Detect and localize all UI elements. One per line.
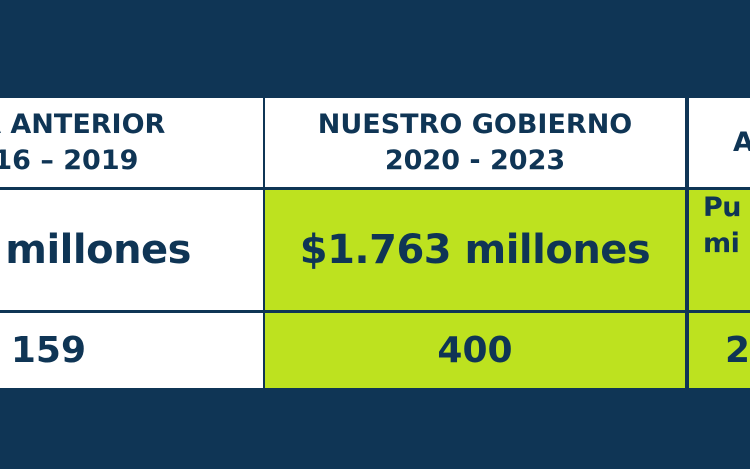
amount-line-2: mi — [703, 228, 740, 259]
amount-value: $1.763 millones — [299, 227, 651, 273]
column-third: A Pu mi 2 — [689, 98, 750, 390]
column-our-government: NUESTRO GOBIERNO 2020 - 2023 $1.763 mill… — [265, 98, 685, 390]
header-line-2: 016 – 2019 — [0, 144, 139, 176]
count-cell: 159 — [0, 313, 263, 388]
amount-line-1: Pu — [703, 192, 742, 223]
count-cell: 400 — [265, 313, 685, 388]
count-value: 2 — [725, 330, 750, 371]
comparison-table: DÍA ANTERIOR 016 – 2019 millones 159 NUE… — [0, 98, 750, 390]
amount-cell: Pu mi — [689, 190, 750, 310]
header-line-1: A — [733, 126, 750, 158]
column-header: A — [689, 98, 750, 187]
amount-cell: $1.763 millones — [265, 190, 685, 310]
count-value: 400 — [437, 330, 513, 371]
count-cell: 2 — [689, 313, 750, 388]
column-header: DÍA ANTERIOR 016 – 2019 — [0, 98, 263, 187]
column-header: NUESTRO GOBIERNO 2020 - 2023 — [265, 98, 685, 187]
amount-cell: millones — [0, 190, 263, 310]
header-line-1: DÍA ANTERIOR — [0, 108, 166, 140]
column-previous-government: DÍA ANTERIOR 016 – 2019 millones 159 — [0, 98, 263, 390]
header-line-2: 2020 - 2023 — [384, 144, 566, 176]
header-line-1: NUESTRO GOBIERNO — [317, 108, 633, 140]
count-value: 159 — [10, 330, 86, 371]
amount-value: millones — [5, 227, 191, 273]
